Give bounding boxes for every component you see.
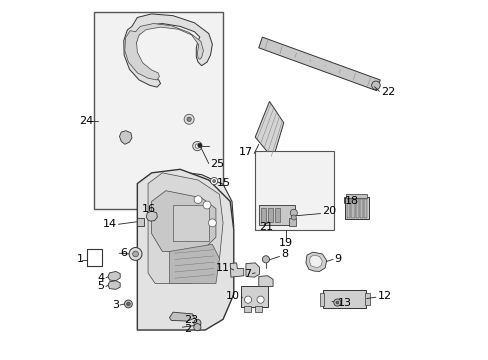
Polygon shape — [119, 131, 132, 144]
Polygon shape — [258, 276, 272, 287]
Circle shape — [194, 196, 202, 203]
Text: 19: 19 — [278, 238, 292, 248]
Text: 6: 6 — [121, 248, 127, 257]
Polygon shape — [153, 171, 233, 234]
Text: 22: 22 — [380, 87, 394, 97]
Bar — [94, 12, 223, 208]
Text: 3: 3 — [112, 300, 119, 310]
Circle shape — [291, 215, 296, 220]
Bar — [136, 218, 143, 226]
Bar — [244, 306, 250, 312]
Circle shape — [186, 117, 191, 121]
Bar — [319, 293, 323, 306]
Circle shape — [184, 114, 194, 124]
Polygon shape — [309, 255, 322, 268]
Circle shape — [262, 256, 269, 263]
Bar — [258, 205, 294, 225]
Polygon shape — [245, 263, 259, 277]
Text: 5: 5 — [97, 282, 104, 292]
Circle shape — [257, 296, 264, 303]
Circle shape — [371, 81, 380, 90]
Text: 7: 7 — [244, 269, 250, 279]
Bar — [345, 194, 366, 198]
Circle shape — [132, 251, 138, 257]
Bar — [241, 286, 267, 307]
Bar — [260, 208, 265, 222]
Circle shape — [210, 177, 217, 185]
Polygon shape — [255, 102, 283, 158]
Circle shape — [212, 180, 215, 183]
Circle shape — [193, 319, 201, 327]
Bar — [364, 199, 366, 218]
Text: 1: 1 — [77, 254, 83, 264]
Bar — [267, 208, 272, 222]
Bar — [255, 306, 262, 312]
Text: 4: 4 — [97, 273, 104, 283]
Text: 23: 23 — [184, 315, 198, 325]
Text: 25: 25 — [210, 158, 224, 168]
Bar — [350, 199, 354, 218]
Text: 12: 12 — [377, 291, 391, 301]
Text: 16: 16 — [142, 204, 156, 214]
Polygon shape — [148, 173, 223, 284]
Text: 24: 24 — [79, 116, 93, 126]
Text: 10: 10 — [226, 291, 240, 301]
Bar — [344, 197, 368, 219]
Polygon shape — [169, 244, 219, 284]
Text: 14: 14 — [102, 219, 117, 229]
Polygon shape — [108, 271, 120, 281]
Circle shape — [244, 296, 251, 303]
Text: 20: 20 — [322, 206, 335, 216]
Bar — [255, 152, 333, 230]
Text: 21: 21 — [259, 222, 273, 232]
Text: 8: 8 — [281, 249, 287, 259]
Circle shape — [195, 144, 199, 148]
Circle shape — [193, 324, 201, 331]
Text: 15: 15 — [216, 178, 230, 188]
Bar — [288, 217, 295, 226]
Polygon shape — [108, 281, 120, 289]
Polygon shape — [169, 312, 194, 321]
Text: 9: 9 — [334, 253, 341, 264]
Bar — [173, 205, 208, 241]
Bar — [274, 208, 280, 222]
Circle shape — [192, 141, 202, 151]
Polygon shape — [151, 191, 216, 251]
Polygon shape — [305, 252, 326, 271]
Circle shape — [290, 209, 297, 216]
Polygon shape — [258, 37, 380, 91]
Text: 18: 18 — [345, 197, 359, 206]
Circle shape — [197, 143, 202, 148]
Circle shape — [208, 219, 216, 227]
Polygon shape — [230, 263, 244, 277]
Bar — [355, 199, 358, 218]
Text: 17: 17 — [238, 148, 252, 157]
Circle shape — [333, 299, 340, 306]
Polygon shape — [124, 23, 203, 80]
Bar — [323, 290, 365, 308]
Circle shape — [124, 300, 132, 308]
Circle shape — [126, 302, 130, 306]
Bar — [346, 199, 349, 218]
Polygon shape — [146, 211, 157, 221]
Circle shape — [129, 248, 142, 260]
Polygon shape — [123, 14, 212, 87]
Bar — [365, 293, 369, 305]
Bar — [87, 249, 102, 266]
Polygon shape — [137, 169, 233, 330]
Circle shape — [203, 201, 210, 209]
Bar — [359, 199, 363, 218]
Text: 11: 11 — [215, 263, 229, 273]
Circle shape — [335, 301, 338, 304]
Text: 13: 13 — [337, 298, 351, 308]
Text: 2: 2 — [184, 324, 191, 334]
